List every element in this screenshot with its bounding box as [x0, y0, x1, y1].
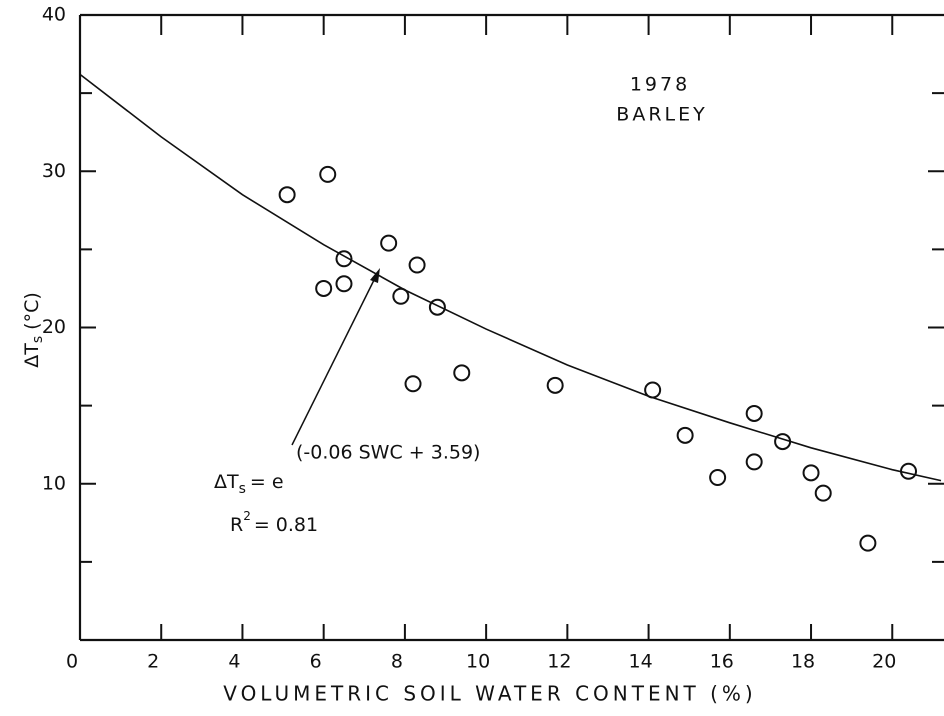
- data-point: [774, 433, 792, 451]
- y-label-base: ΔT: [21, 343, 43, 368]
- data-point: [278, 186, 296, 204]
- x-tick-label: 4: [228, 651, 240, 673]
- eq-exponent: (-0.06 SWC + 3.59): [296, 442, 480, 464]
- data-point: [315, 279, 333, 297]
- x-tick-label: 20: [872, 651, 896, 673]
- eq-sub: s: [239, 481, 246, 497]
- y-tick-label: 40: [42, 4, 66, 26]
- data-point: [745, 404, 763, 422]
- x-tick-label: 10: [466, 651, 490, 673]
- x-axis-label: VOLUMETRIC SOIL WATER CONTENT (%): [223, 682, 757, 706]
- y-label-sub: s: [30, 336, 46, 343]
- x-tick-label: 14: [628, 651, 652, 673]
- y-tick-label: 30: [42, 160, 66, 182]
- data-point: [392, 287, 410, 305]
- data-point: [644, 381, 662, 399]
- arrow: [291, 271, 379, 446]
- r2-base: R: [230, 514, 243, 536]
- data-point: [408, 256, 426, 274]
- y-axis-label: ΔTs (°C): [21, 292, 47, 368]
- data-point: [453, 364, 471, 382]
- annotation: BARLEY: [616, 104, 707, 126]
- data-point: [859, 534, 877, 552]
- y-tick-label: 20: [42, 316, 66, 338]
- data-point: [335, 275, 353, 293]
- r-squared: R2 = 0.81: [230, 509, 318, 536]
- fit-curve: [79, 73, 942, 482]
- x-tick-label: 6: [310, 651, 322, 673]
- data-point: [814, 484, 832, 502]
- x-tick-label: 2: [147, 651, 159, 673]
- annotation: 1978: [630, 74, 690, 96]
- eq-rhs: = e: [250, 471, 284, 493]
- data-point: [745, 453, 763, 471]
- data-point: [404, 375, 422, 393]
- x-tick-label: 8: [391, 651, 403, 673]
- arrow-head: [370, 268, 380, 283]
- x-tick-label: 16: [710, 651, 734, 673]
- data-point: [676, 426, 694, 444]
- eq-lhs: ΔT: [214, 471, 239, 493]
- data-point: [380, 234, 398, 252]
- data-point: [802, 464, 820, 482]
- x-tick-label: 0: [66, 651, 78, 673]
- data-point: [546, 376, 564, 394]
- x-tick-label: 18: [791, 651, 815, 673]
- equation: ΔTs = e: [214, 471, 284, 498]
- data-point: [709, 469, 727, 486]
- x-tick-label: 12: [547, 651, 571, 673]
- y-tick-label: 10: [42, 472, 66, 494]
- data-point: [319, 165, 337, 183]
- r2-sup: 2: [243, 509, 251, 523]
- y-label-rest: (°C): [21, 292, 43, 330]
- data-point: [428, 298, 446, 316]
- data-point: [335, 250, 353, 268]
- data-point: [900, 462, 918, 480]
- r2-rest: = 0.81: [254, 514, 318, 536]
